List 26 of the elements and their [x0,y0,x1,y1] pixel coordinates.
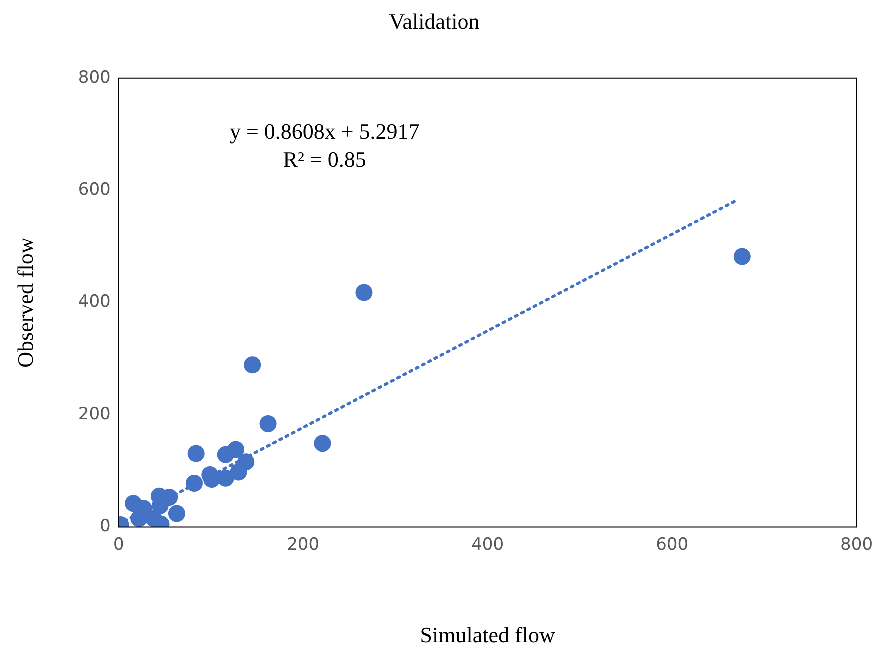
point [356,284,373,302]
point [314,435,332,452]
y-tick-label: 0 [100,516,111,537]
point [227,441,244,458]
annotation: R² = 0.85 [283,147,366,172]
x-axis-title: Simulated flow [420,622,556,648]
x-tick-label: 800 [840,534,874,555]
point [244,356,262,374]
y-tick-label: 200 [78,404,111,424]
x-tick-label: 400 [472,534,504,555]
point [260,415,277,432]
point [188,445,205,462]
x-tick-label: 200 [287,534,320,555]
x-tick-label: 600 [656,534,689,555]
y-tick-label: 400 [78,292,111,312]
point [734,248,751,266]
x-tick-label: 0 [113,534,124,555]
point [168,505,186,522]
chart-title: Validation [389,8,480,34]
y-axis-title: Observed flow [12,238,38,368]
point [125,495,142,512]
y-tick-label: 600 [78,180,111,200]
point [230,464,248,481]
annotation: y = 0.8608x + 5.2917 [230,119,420,144]
point [217,470,234,487]
y-tick-label: 800 [78,68,111,88]
